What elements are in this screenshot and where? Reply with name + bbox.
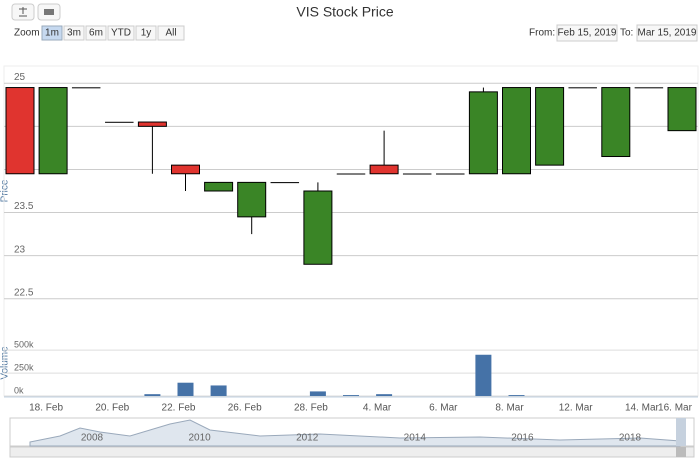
navigator-year: 2008 — [81, 433, 104, 444]
volume-bar — [309, 391, 326, 396]
y-tick-label: 25 — [14, 72, 26, 83]
volume-bar — [376, 394, 393, 396]
volume-bar — [508, 395, 525, 396]
volume-tick-label: 0k — [14, 385, 24, 395]
candle-body — [502, 87, 531, 175]
candle-body — [468, 91, 498, 175]
zoom-label: Zoom — [14, 28, 40, 39]
candle-body — [303, 190, 333, 265]
zoom-button[interactable] — [135, 25, 157, 41]
candle-body — [71, 87, 101, 89]
download-icon — [19, 7, 27, 17]
zoom-button[interactable] — [107, 25, 135, 41]
x-tick-label: 12. Mar — [559, 403, 594, 414]
print-icon — [44, 9, 54, 15]
x-tick-label: 28. Feb — [294, 403, 328, 414]
zoom-button-label: YTD — [111, 28, 131, 39]
zoom-button-label: 6m — [89, 28, 103, 39]
chart-title: VIS Stock Price — [296, 4, 393, 20]
x-tick-label: 20. Feb — [95, 403, 129, 414]
candle-body — [568, 87, 597, 89]
volume-bar — [177, 382, 194, 396]
y-tick-label: 22.5 — [14, 287, 34, 298]
candle-body — [5, 87, 35, 175]
candle-body — [369, 164, 399, 175]
from-label: From: — [529, 28, 555, 39]
volume-axis-title: Volume — [0, 346, 11, 380]
x-tick-label: 4. Mar — [363, 403, 392, 414]
zoom-button[interactable] — [85, 25, 107, 41]
candle-body — [601, 87, 631, 158]
volume-tick-label: 250k — [14, 362, 34, 372]
candle-body — [237, 181, 267, 218]
x-tick-label: 16. Mar — [658, 403, 693, 414]
volume-bar — [475, 354, 492, 396]
candle-body — [436, 173, 465, 175]
from-date: Feb 15, 2019 — [558, 28, 617, 39]
navigator-year: 2012 — [296, 433, 319, 444]
plot-border — [3, 65, 699, 397]
x-tick-label: 26. Feb — [228, 403, 262, 414]
navigator-year: 2010 — [188, 433, 211, 444]
candle-body — [667, 87, 697, 132]
x-tick-label: 22. Feb — [162, 403, 196, 414]
volume-bar — [144, 394, 161, 396]
navigator-year: 2014 — [404, 433, 427, 444]
to-date: Mar 15, 2019 — [638, 28, 697, 39]
zoom-button-label: 1m — [45, 28, 59, 39]
candle-body — [137, 121, 167, 127]
y-axis-title: Price — [0, 179, 11, 202]
y-tick-label: 23 — [14, 244, 26, 255]
volume-bar — [210, 385, 227, 396]
scrollbar-thumb[interactable] — [676, 447, 686, 457]
navigator-year: 2016 — [511, 433, 534, 444]
volume-tick-label: 500k — [14, 340, 34, 350]
candle-body — [270, 182, 300, 184]
candle-body — [171, 164, 200, 175]
zoom-button[interactable] — [63, 25, 85, 41]
candle-body — [336, 173, 366, 175]
candle-body — [38, 87, 68, 175]
from-input[interactable] — [556, 24, 618, 42]
zoom-button-label: 3m — [67, 28, 81, 39]
x-tick-label: 6. Mar — [429, 403, 458, 414]
candle-body — [105, 121, 134, 123]
candle-body — [535, 87, 565, 166]
navigator-window[interactable] — [676, 418, 686, 446]
candle-body — [204, 181, 234, 192]
x-tick-label: 14. Mar — [625, 403, 660, 414]
x-tick-label: 8. Mar — [495, 403, 524, 414]
zoom-button-label: All — [165, 28, 176, 39]
zoom-button-label: 1y — [141, 28, 152, 39]
candle-body — [402, 173, 432, 175]
to-input[interactable] — [636, 24, 698, 42]
x-tick-label: 18. Feb — [29, 403, 63, 414]
to-label: To: — [620, 28, 633, 39]
volume-bar — [343, 395, 359, 396]
zoom-button[interactable] — [157, 25, 185, 41]
y-tick-label: 23.5 — [14, 201, 34, 212]
navigator-year: 2018 — [619, 433, 642, 444]
candle-body — [634, 87, 664, 89]
scrollbar[interactable] — [9, 446, 695, 458]
zoom-button[interactable] — [41, 25, 63, 41]
